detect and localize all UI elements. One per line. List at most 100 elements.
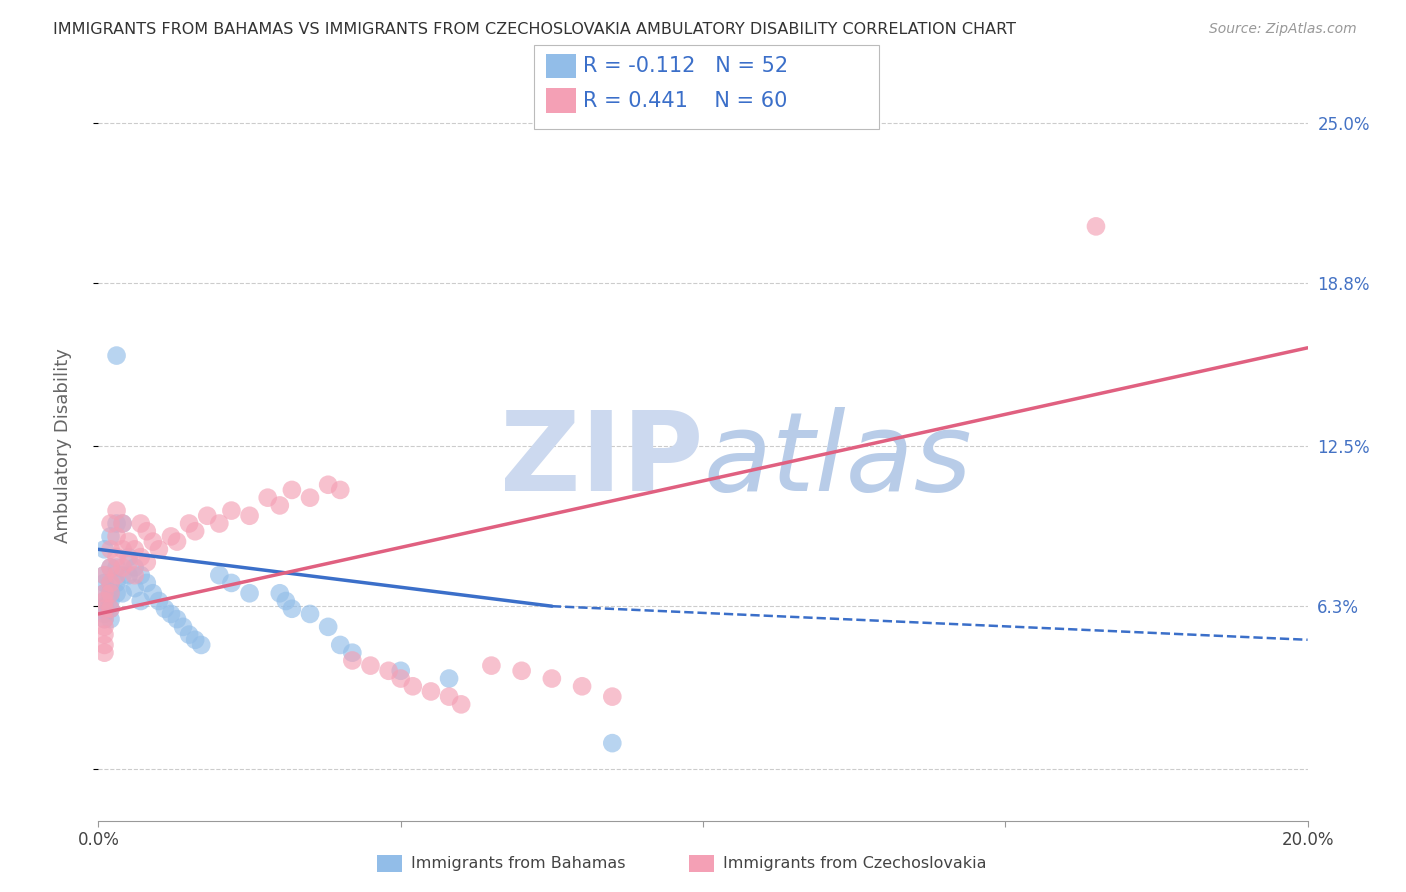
Point bbox=[93, 568, 115, 582]
Text: Source: ZipAtlas.com: Source: ZipAtlas.com bbox=[1209, 22, 1357, 37]
Point bbox=[269, 499, 291, 513]
Point bbox=[540, 672, 562, 686]
Point bbox=[93, 576, 115, 591]
Point bbox=[299, 607, 322, 621]
Point bbox=[100, 516, 122, 531]
Point bbox=[153, 601, 176, 615]
Point bbox=[221, 503, 243, 517]
Point bbox=[105, 550, 128, 565]
Text: atlas: atlas bbox=[703, 408, 972, 515]
Point bbox=[105, 349, 128, 363]
Point bbox=[100, 560, 122, 574]
Point bbox=[571, 679, 593, 693]
Point bbox=[166, 534, 188, 549]
Point bbox=[124, 581, 146, 595]
Point bbox=[93, 586, 115, 600]
Point bbox=[179, 516, 201, 531]
Point bbox=[93, 646, 115, 660]
Point bbox=[100, 576, 122, 591]
Point bbox=[179, 627, 201, 641]
Point bbox=[100, 612, 122, 626]
Point bbox=[105, 503, 128, 517]
Point bbox=[93, 601, 115, 615]
Point bbox=[111, 560, 134, 574]
Point bbox=[184, 632, 207, 647]
Point bbox=[360, 658, 382, 673]
Point bbox=[111, 516, 134, 531]
Point bbox=[256, 491, 278, 505]
Point bbox=[602, 690, 624, 704]
Point bbox=[100, 601, 122, 615]
Text: R = -0.112   N = 52: R = -0.112 N = 52 bbox=[583, 56, 789, 76]
Point bbox=[93, 542, 115, 557]
Point bbox=[135, 524, 157, 539]
Point bbox=[316, 477, 339, 491]
Point bbox=[111, 568, 134, 582]
Point bbox=[100, 529, 122, 543]
Point bbox=[481, 658, 503, 673]
Point bbox=[100, 594, 122, 608]
Point bbox=[1085, 219, 1108, 234]
Point bbox=[135, 576, 157, 591]
Text: IMMIGRANTS FROM BAHAMAS VS IMMIGRANTS FROM CZECHOSLOVAKIA AMBULATORY DISABILITY : IMMIGRANTS FROM BAHAMAS VS IMMIGRANTS FR… bbox=[53, 22, 1017, 37]
Point bbox=[93, 638, 115, 652]
Point bbox=[239, 508, 262, 523]
Point bbox=[100, 601, 122, 615]
Point bbox=[389, 664, 412, 678]
Point bbox=[93, 599, 115, 614]
Point bbox=[135, 555, 157, 569]
Point bbox=[93, 594, 115, 608]
Point bbox=[118, 534, 141, 549]
Point bbox=[274, 594, 297, 608]
Point bbox=[118, 555, 141, 569]
Point bbox=[100, 586, 122, 600]
Point bbox=[450, 698, 472, 712]
Point bbox=[148, 542, 170, 557]
Point bbox=[208, 516, 231, 531]
Point bbox=[389, 672, 412, 686]
Point bbox=[342, 646, 364, 660]
Point bbox=[184, 524, 207, 539]
Point bbox=[93, 607, 115, 621]
Point bbox=[142, 586, 165, 600]
Point bbox=[93, 568, 115, 582]
Point bbox=[93, 612, 115, 626]
Point bbox=[602, 736, 624, 750]
Point bbox=[111, 542, 134, 557]
Point bbox=[105, 560, 128, 574]
Point bbox=[129, 516, 152, 531]
Point bbox=[124, 568, 146, 582]
Y-axis label: Ambulatory Disability: Ambulatory Disability bbox=[53, 349, 72, 543]
Point bbox=[93, 620, 115, 634]
Point bbox=[329, 483, 352, 497]
Point bbox=[105, 576, 128, 591]
Point bbox=[316, 620, 339, 634]
Point bbox=[105, 516, 128, 531]
Point bbox=[100, 586, 122, 600]
Point bbox=[129, 550, 152, 565]
Point bbox=[221, 576, 243, 591]
Point bbox=[281, 483, 304, 497]
Point bbox=[190, 638, 212, 652]
Point bbox=[105, 586, 128, 600]
Point bbox=[402, 679, 425, 693]
Point bbox=[100, 576, 122, 591]
Point bbox=[437, 672, 460, 686]
Point bbox=[299, 491, 322, 505]
Point bbox=[100, 560, 122, 574]
Point bbox=[118, 568, 141, 582]
Point bbox=[129, 594, 152, 608]
Point bbox=[160, 529, 183, 543]
Point bbox=[124, 542, 146, 557]
Point bbox=[160, 607, 183, 621]
Point bbox=[118, 550, 141, 565]
Point bbox=[420, 684, 443, 698]
Point bbox=[510, 664, 533, 678]
Point bbox=[329, 638, 352, 652]
Text: Immigrants from Bahamas: Immigrants from Bahamas bbox=[411, 856, 626, 871]
Point bbox=[129, 568, 152, 582]
Point bbox=[111, 516, 134, 531]
Point bbox=[142, 534, 165, 549]
Point bbox=[93, 627, 115, 641]
Point bbox=[111, 586, 134, 600]
